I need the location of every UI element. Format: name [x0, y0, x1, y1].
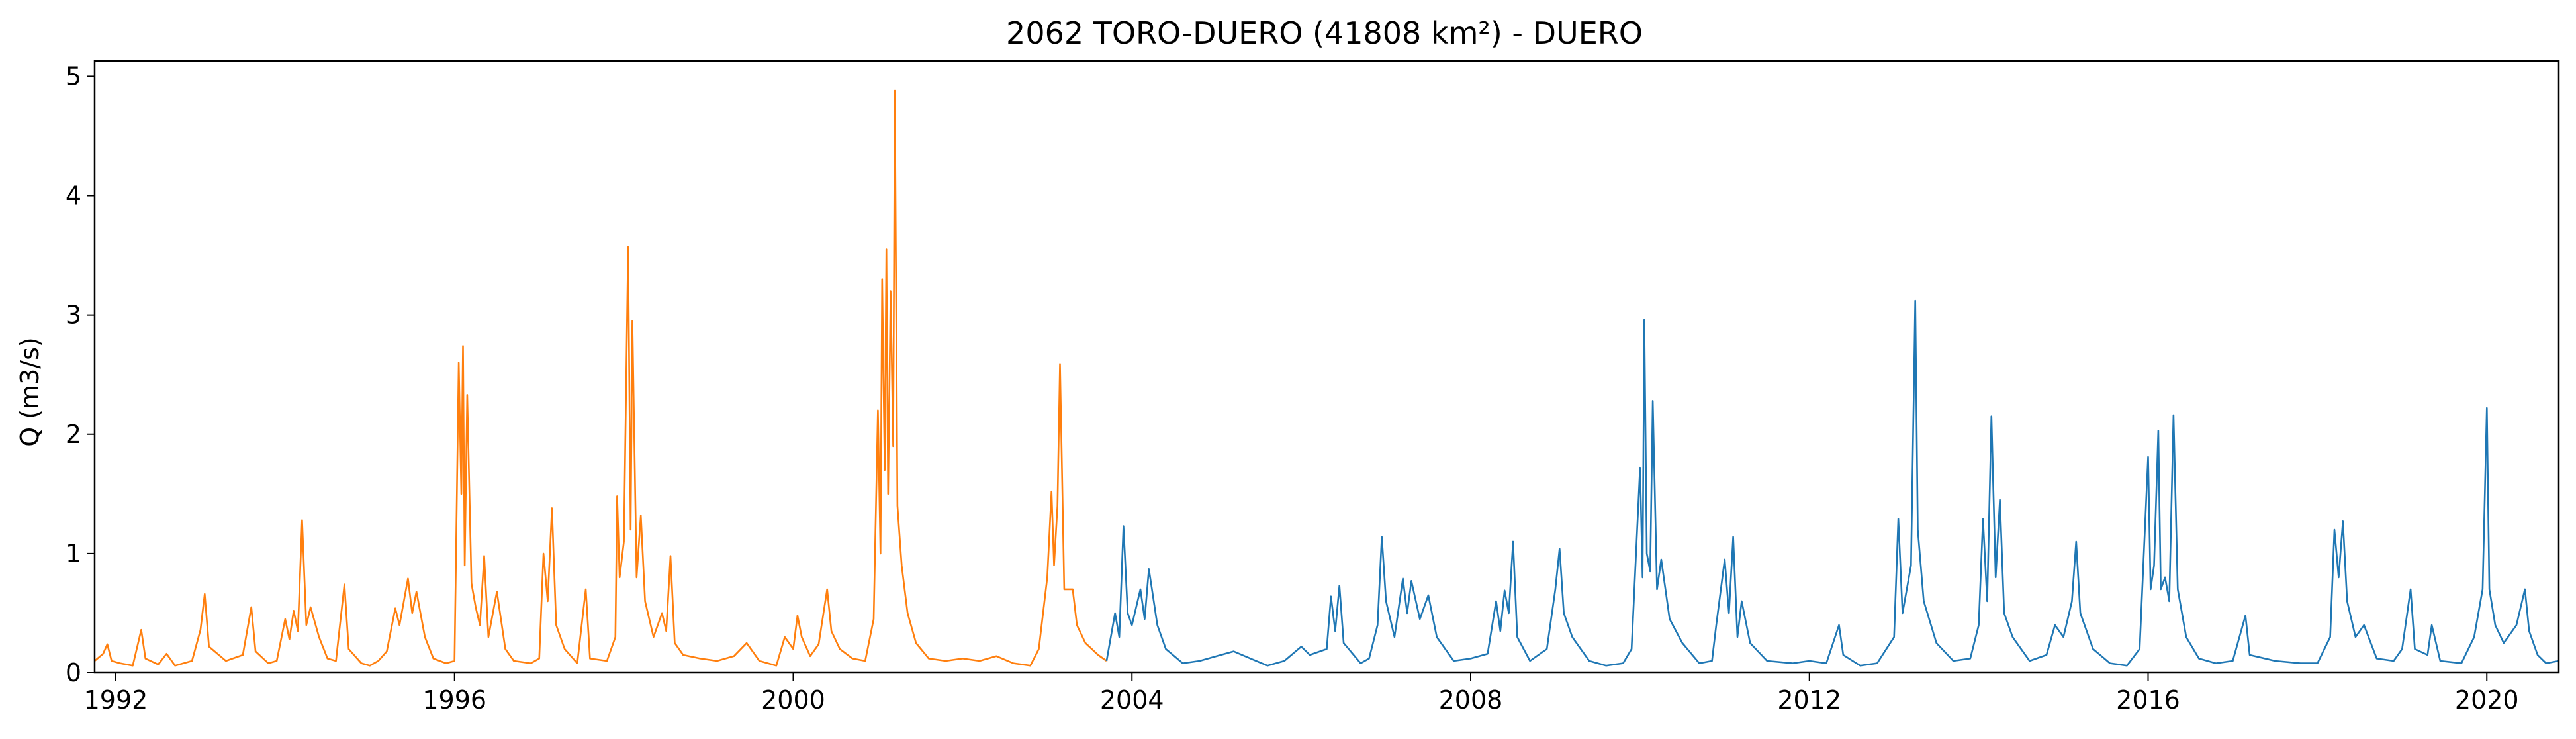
y-axis-label: Q (m3/s)	[15, 337, 44, 446]
series-line-1	[94, 89, 1107, 667]
x-tick-label: 1992	[84, 685, 148, 714]
y-axis-ticks: 0 1 2 3 4 5	[66, 62, 95, 687]
x-tick-label: 2016	[2116, 685, 2180, 714]
x-tick-label: 1996	[422, 685, 486, 714]
x-tick-label: 2000	[761, 685, 825, 714]
y-tick-label: 1	[66, 539, 81, 568]
x-tick-label: 2004	[1100, 685, 1164, 714]
x-axis-ticks: 1992 1996 2000 2004 2008 2012 2016 2020	[84, 673, 2519, 714]
y-tick-label: 4	[66, 181, 81, 211]
x-tick-label: 2008	[1439, 685, 1503, 714]
series-layer	[94, 89, 2559, 667]
plot-area-frame	[93, 60, 2560, 674]
y-tick-label: 5	[66, 62, 81, 91]
series-line-2	[1105, 299, 2559, 667]
x-tick-label: 2012	[1777, 685, 1841, 714]
x-tick-label: 2020	[2455, 685, 2519, 714]
y-tick-label: 3	[66, 301, 81, 330]
y-tick-label: 0	[66, 658, 81, 687]
y-tick-label: 2	[66, 420, 81, 449]
chart-title: 2062 TORO-DUERO (41808 km²) - DUERO	[1006, 15, 1643, 51]
